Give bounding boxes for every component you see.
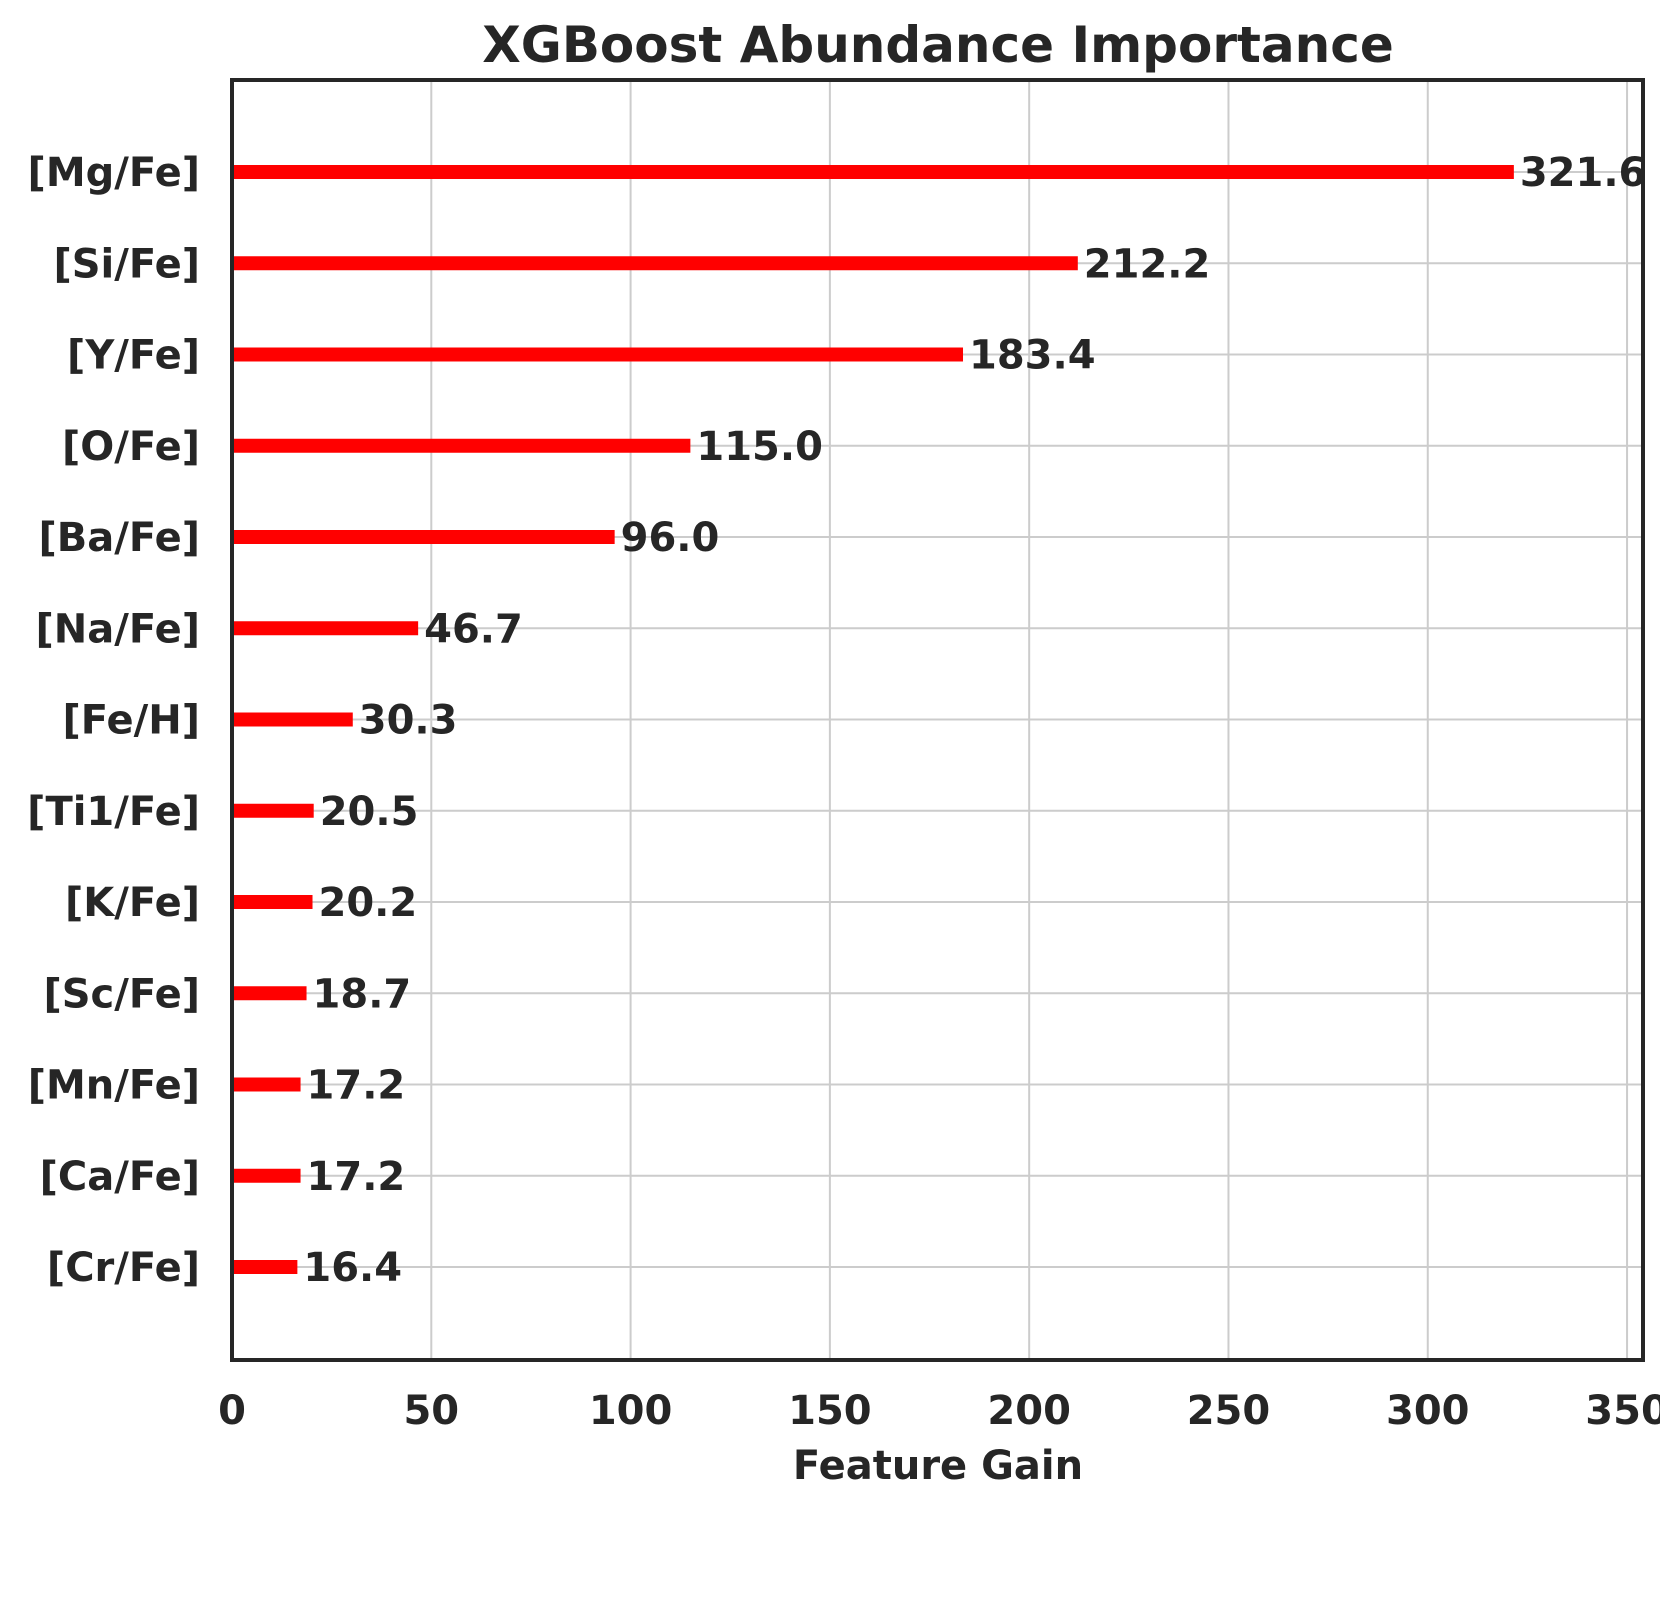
y-tick-label: [Na/Fe]: [36, 606, 200, 652]
bar-value-label: 20.2: [319, 880, 418, 926]
x-axis-label: Feature Gain: [793, 1443, 1083, 1489]
y-tick-label: [Fe/H]: [63, 698, 200, 744]
bar: [232, 895, 313, 909]
y-tick-label: [Mn/Fe]: [28, 1063, 200, 1109]
x-tick-label: 0: [218, 1388, 246, 1434]
x-tick-label: 300: [1386, 1388, 1470, 1434]
bar: [232, 712, 353, 727]
bar: [232, 438, 691, 453]
bar: [232, 986, 307, 1001]
y-tick-label: [Mg/Fe]: [28, 150, 200, 196]
y-tick-label: [O/Fe]: [62, 424, 200, 470]
bar-value-label: 115.0: [696, 424, 823, 470]
chart-title: XGBoost Abundance Importance: [482, 16, 1394, 74]
x-tick-label: 250: [1187, 1388, 1271, 1434]
y-tick-labels: [Mg/Fe] [Si/Fe] [Y/Fe] [O/Fe] [Ba/Fe] [Na/Fe]…: [27, 150, 200, 1291]
bar: [232, 530, 615, 544]
x-tick-label: 150: [788, 1388, 872, 1434]
bar: [232, 165, 1514, 179]
bar-value-label: 183.4: [969, 333, 1096, 379]
bar: [232, 1260, 298, 1274]
x-tick-label: 100: [589, 1388, 673, 1434]
y-tick-label: [Cr/Fe]: [47, 1245, 200, 1291]
bar-value-label: 16.4: [303, 1245, 402, 1291]
x-tick-label: 50: [403, 1388, 459, 1434]
bar-value-label: 96.0: [621, 515, 720, 561]
bar: [232, 803, 314, 818]
bar-value-label: 212.2: [1084, 241, 1211, 287]
y-tick-label: [Ba/Fe]: [39, 515, 200, 561]
bar: [232, 1168, 301, 1183]
y-tick-label: [Y/Fe]: [67, 333, 200, 379]
bar-value-label: 20.5: [320, 789, 419, 835]
bar-value-label: 17.2: [307, 1063, 406, 1109]
x-tick-labels: 0 50 100 150 200 250 300 350: [218, 1388, 1660, 1434]
bar: [232, 1077, 301, 1092]
y-tick-label: [Ti1/Fe]: [27, 789, 200, 835]
bars: [232, 165, 1514, 1274]
bar-value-label: 30.3: [359, 698, 458, 744]
y-tick-label: [Si/Fe]: [53, 241, 200, 287]
bar: [232, 621, 419, 636]
bar-value-label: 321.6: [1520, 150, 1647, 196]
y-tick-label: [Ca/Fe]: [40, 1154, 200, 1200]
y-tick-label: [Sc/Fe]: [43, 971, 200, 1017]
x-tick-label: 350: [1585, 1388, 1660, 1434]
bar: [232, 347, 964, 362]
bar-value-label: 17.2: [307, 1154, 406, 1200]
y-tick-label: [K/Fe]: [65, 880, 200, 926]
bar-value-label: 18.7: [313, 971, 412, 1017]
bar: [232, 256, 1078, 271]
x-tick-label: 200: [987, 1388, 1071, 1434]
plot-frame: [230, 78, 1645, 1362]
data-labels: 321.6 212.2 183.4 115.0 96.0 46.7 30.3 20.5 20.2…: [303, 150, 1646, 1291]
bar-value-label: 46.7: [424, 606, 523, 652]
